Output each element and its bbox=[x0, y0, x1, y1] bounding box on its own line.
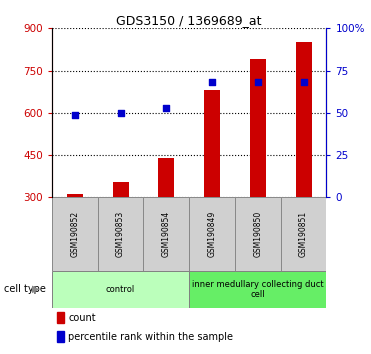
Bar bbox=[98, 197, 144, 271]
Text: control: control bbox=[106, 285, 135, 294]
Bar bbox=[52, 271, 189, 308]
Text: GSM190850: GSM190850 bbox=[253, 211, 262, 257]
Text: ▶: ▶ bbox=[32, 284, 39, 293]
Text: GSM190851: GSM190851 bbox=[299, 211, 308, 257]
Point bbox=[301, 80, 306, 85]
Bar bbox=[281, 197, 326, 271]
Bar bbox=[235, 197, 281, 271]
Text: GSM190849: GSM190849 bbox=[208, 211, 217, 257]
Bar bbox=[52, 197, 98, 271]
Bar bbox=[112, 182, 129, 197]
Bar bbox=[144, 197, 189, 271]
Bar bbox=[296, 42, 312, 197]
Text: GSM190852: GSM190852 bbox=[70, 211, 79, 257]
Bar bbox=[67, 194, 83, 197]
Point bbox=[72, 112, 78, 117]
Bar bbox=[189, 271, 326, 308]
Point bbox=[209, 80, 215, 85]
Bar bbox=[189, 197, 235, 271]
Text: percentile rank within the sample: percentile rank within the sample bbox=[68, 332, 233, 342]
Text: inner medullary collecting duct
cell: inner medullary collecting duct cell bbox=[192, 280, 324, 299]
Point bbox=[255, 80, 261, 85]
Text: cell type: cell type bbox=[4, 284, 46, 293]
Bar bbox=[204, 90, 220, 197]
Bar bbox=[250, 59, 266, 197]
Bar bbox=[158, 158, 174, 197]
Text: GSM190854: GSM190854 bbox=[162, 211, 171, 257]
Title: GDS3150 / 1369689_at: GDS3150 / 1369689_at bbox=[116, 14, 262, 27]
Text: count: count bbox=[68, 313, 96, 323]
Point bbox=[163, 105, 169, 110]
Bar bbox=[58, 313, 64, 323]
Text: GSM190853: GSM190853 bbox=[116, 211, 125, 257]
Point bbox=[118, 110, 124, 116]
Bar bbox=[58, 331, 64, 342]
